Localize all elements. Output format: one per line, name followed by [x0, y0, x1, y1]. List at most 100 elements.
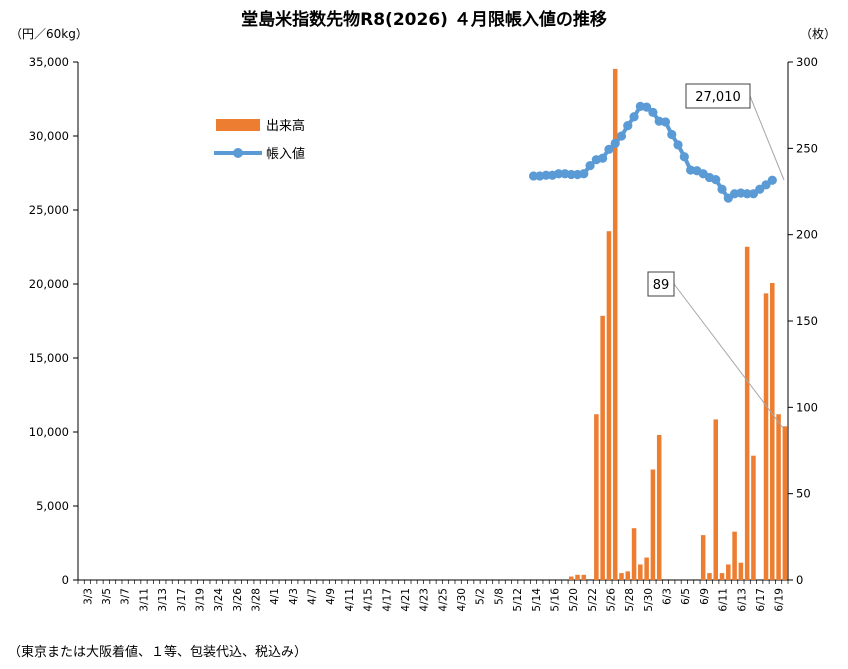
last-price-callout: 27,010 — [685, 83, 785, 181]
right-tick-label: 150 — [796, 314, 818, 328]
last-price-callout-value: 27,010 — [695, 90, 741, 105]
x-tick-label: 6/3 — [662, 588, 674, 605]
x-tick-label: 3/7 — [120, 588, 132, 605]
x-tick-label: 5/12 — [512, 588, 524, 612]
last-price-callout-box — [685, 83, 751, 109]
x-tick-label: 4/17 — [381, 588, 393, 612]
volume-bar — [726, 564, 731, 580]
right-tick-label: 300 — [796, 55, 818, 69]
legend-swatch-price-marker — [233, 148, 243, 158]
x-tick-label: 6/19 — [774, 588, 786, 612]
legend: 出来高 帳入値 — [214, 118, 305, 162]
price-point — [585, 161, 595, 171]
volume-bar — [644, 557, 649, 580]
volume-bar — [738, 562, 744, 580]
price-point — [610, 138, 620, 148]
x-tick-label: 3/24 — [213, 588, 225, 612]
x-tick-label: 4/15 — [363, 588, 375, 612]
left-tick-label: 5,000 — [36, 499, 69, 513]
x-tick-label: 3/13 — [157, 588, 169, 612]
x-tick-label: 4/11 — [344, 588, 356, 612]
last-price-leader — [749, 95, 785, 181]
x-tick-label: 4/7 — [307, 588, 319, 605]
left-tick-label: 30,000 — [29, 129, 69, 143]
x-tick-label: 6/5 — [680, 588, 692, 605]
price-point — [711, 175, 721, 185]
left-axis-tick-labels: 0 5,000 10,000 15,000 20,000 25,000 30,000 35,0… — [29, 55, 78, 587]
price-point — [679, 152, 689, 162]
x-tick-label: 5/26 — [606, 588, 618, 612]
right-tick-label: 250 — [796, 141, 818, 155]
x-tick-label: 3/26 — [232, 588, 244, 612]
price-point — [579, 169, 589, 179]
x-tick-label: 5/2 — [475, 588, 487, 605]
volume-bar — [656, 434, 662, 580]
x-tick-label: 3/17 — [176, 588, 188, 612]
left-tick-label: 10,000 — [29, 425, 69, 439]
x-tick-label: 5/28 — [624, 588, 636, 612]
volume-bar — [751, 455, 756, 580]
price-point — [598, 153, 608, 163]
volume-bar — [625, 571, 631, 580]
left-tick-label: 15,000 — [29, 351, 69, 365]
x-tick-label: 5/30 — [643, 588, 655, 612]
volume-bar — [575, 574, 580, 580]
last-volume-leader — [673, 283, 784, 429]
volume-bar — [568, 576, 574, 580]
volume-bar — [713, 419, 719, 580]
x-tick-label: 6/11 — [718, 588, 730, 612]
volume-bar — [770, 283, 775, 580]
x-tick-label: 6/13 — [736, 588, 748, 612]
x-tick-label: 4/1 — [269, 588, 281, 605]
x-tick-label: 3/28 — [251, 588, 263, 612]
right-axis-unit: （枚） — [800, 26, 836, 41]
x-tick-label: 3/11 — [138, 588, 150, 612]
volume-bar — [631, 528, 637, 580]
volume-bar — [744, 246, 750, 580]
right-axis-tick-labels: 0 50 100 150 200 250 300 — [788, 55, 818, 587]
last-volume-callout: 89 — [647, 271, 784, 429]
price-point — [623, 121, 633, 131]
last-volume-callout-box — [647, 271, 675, 297]
volume-bar — [782, 426, 788, 580]
price-point — [673, 140, 683, 150]
x-tick-label: 6/9 — [699, 588, 711, 605]
left-tick-label: 25,000 — [29, 203, 69, 217]
price-point — [767, 175, 777, 185]
price-line-path — [533, 104, 774, 201]
volume-bar — [719, 573, 725, 580]
last-volume-callout-value: 89 — [653, 278, 670, 293]
left-tick-label: 0 — [62, 573, 69, 587]
price-point — [604, 144, 614, 154]
x-tick-label: 4/9 — [325, 588, 337, 605]
x-tick-label: 5/20 — [568, 588, 580, 612]
left-tick-label: 20,000 — [29, 277, 69, 291]
volume-bar — [600, 315, 605, 580]
price-point — [629, 112, 639, 122]
price-point — [660, 117, 671, 127]
volume-bar — [581, 574, 587, 580]
legend-label-volume: 出来高 — [266, 118, 305, 134]
x-tick-label: 5/16 — [549, 588, 561, 612]
volume-bar — [606, 231, 612, 581]
right-tick-label: 200 — [796, 228, 818, 242]
volume-bar — [594, 414, 599, 580]
x-tick-label: 4/30 — [456, 588, 468, 612]
left-tick-label: 35,000 — [29, 55, 69, 69]
x-tick-label: 3/5 — [101, 588, 113, 605]
price-point — [648, 107, 658, 117]
price-point — [717, 184, 727, 194]
right-tick-label: 50 — [796, 487, 811, 501]
volume-bar — [650, 469, 656, 580]
volume-bar — [638, 564, 643, 580]
x-tick-label: 4/3 — [288, 588, 300, 605]
x-tick-label: 3/19 — [194, 588, 206, 612]
plot-area — [77, 62, 789, 581]
price-line — [528, 101, 777, 203]
left-axis-unit: （円／60kg） — [10, 27, 88, 41]
volume-bar — [619, 573, 624, 580]
price-point — [667, 129, 677, 140]
legend-label-price: 帳入値 — [266, 146, 305, 162]
